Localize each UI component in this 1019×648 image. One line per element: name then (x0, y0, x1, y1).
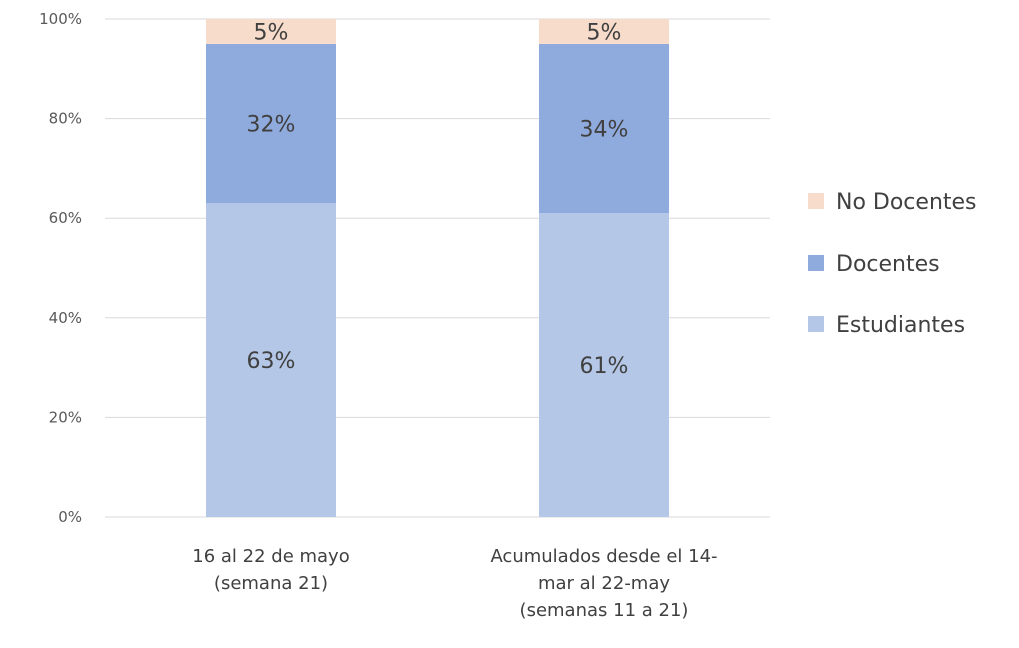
y-tick-label: 0% (58, 508, 82, 526)
legend-label: Docentes (836, 252, 940, 277)
data-label: 34% (580, 118, 629, 143)
legend-swatch (808, 316, 824, 332)
y-axis-tick-labels: 0% 20% 40% 60% 80% 100% (39, 10, 82, 526)
data-label: 32% (247, 113, 296, 138)
x-category-label: 16 al 22 de mayo (semana 21) (192, 546, 349, 594)
legend-swatch (808, 255, 824, 271)
x-category-label: Acumulados desde el 14- mar al 22-may (sem… (490, 546, 717, 621)
legend: No Docentes Docentes Estudiantes (808, 190, 977, 338)
y-tick-label: 20% (49, 408, 82, 426)
data-label: 63% (247, 349, 296, 374)
gridlines (105, 18, 770, 518)
y-tick-label: 40% (49, 309, 82, 327)
x-category-label-line: (semana 21) (214, 573, 328, 594)
bars (206, 19, 669, 517)
x-axis-category-labels: 16 al 22 de mayo (semana 21) Acumulados de… (192, 546, 717, 621)
x-category-label-line: (semanas 11 a 21) (520, 600, 689, 621)
data-label: 5% (587, 20, 622, 45)
bar-segment-no-docentes (206, 19, 336, 44)
bar-segment-docentes (539, 43, 669, 214)
data-label: 61% (580, 354, 629, 379)
bar-segment-estudiantes (539, 213, 669, 517)
data-label: 5% (254, 20, 289, 45)
x-category-label-line: mar al 22-may (538, 573, 670, 594)
bar-segment-no-docentes (539, 19, 669, 44)
legend-swatch (808, 193, 824, 209)
legend-label: Estudiantes (836, 313, 965, 338)
y-tick-label: 100% (39, 10, 82, 28)
data-labels: 63% 32% 5% 61% 34% 5% (247, 20, 629, 379)
bar-segment-estudiantes (206, 203, 336, 517)
x-category-label-line: Acumulados desde el 14- (490, 546, 717, 567)
bar-segment-docentes (206, 43, 336, 204)
y-tick-label: 60% (49, 209, 82, 227)
y-tick-label: 80% (49, 110, 82, 128)
x-category-label-line: 16 al 22 de mayo (192, 546, 349, 567)
legend-label: No Docentes (836, 190, 977, 215)
